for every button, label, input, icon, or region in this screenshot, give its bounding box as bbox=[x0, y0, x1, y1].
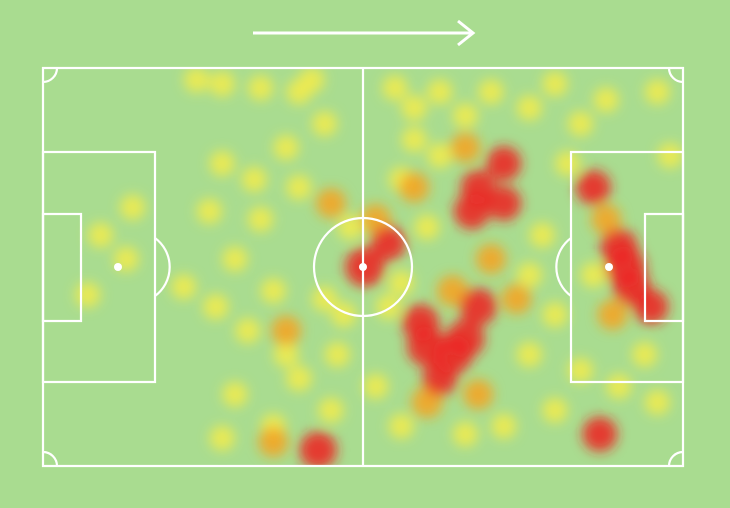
heat-spot bbox=[399, 172, 430, 203]
heat-spot bbox=[452, 421, 478, 447]
corner-arcs bbox=[42, 67, 684, 467]
heat-spot bbox=[75, 282, 101, 308]
heat-spot bbox=[478, 79, 504, 105]
heat-spot bbox=[382, 75, 408, 101]
heat-spot bbox=[298, 68, 325, 93]
heat-spot bbox=[241, 166, 267, 193]
heat-spot bbox=[491, 413, 517, 439]
heat-spot bbox=[542, 71, 568, 97]
heat-spot bbox=[501, 283, 532, 314]
left-penalty-spot bbox=[114, 263, 122, 271]
heat-spot bbox=[542, 397, 568, 423]
heat-spot bbox=[644, 79, 671, 105]
heat-spot bbox=[591, 204, 622, 235]
heat-spot bbox=[582, 416, 618, 452]
heat-spot bbox=[593, 87, 619, 113]
heat-spot bbox=[376, 294, 402, 320]
heat-spot bbox=[402, 304, 440, 342]
heat-spot bbox=[222, 381, 248, 407]
heat-spot bbox=[209, 150, 235, 177]
right-arc bbox=[555, 237, 572, 297]
heat-spot bbox=[286, 365, 312, 392]
heat-spot bbox=[184, 68, 210, 93]
heat-spot bbox=[427, 142, 453, 169]
heat-spot bbox=[516, 262, 543, 288]
heat-spot bbox=[414, 214, 440, 240]
heat-spot bbox=[460, 170, 496, 205]
heat-spot bbox=[568, 111, 594, 137]
heat-spot bbox=[437, 275, 469, 307]
heat-spot bbox=[463, 379, 494, 410]
heat-spot bbox=[632, 341, 658, 368]
direction-arrow bbox=[253, 19, 476, 47]
heat-spot bbox=[427, 79, 453, 105]
center-spot bbox=[359, 263, 367, 271]
heat-spot bbox=[401, 127, 427, 153]
left-arc bbox=[154, 237, 171, 297]
heat-spot bbox=[459, 288, 497, 326]
heat-spot bbox=[516, 341, 543, 368]
heat-spot bbox=[312, 111, 338, 137]
heat-spot bbox=[120, 194, 146, 220]
heat-spot bbox=[446, 319, 485, 358]
right-penalty-spot bbox=[605, 263, 613, 271]
heat-spot bbox=[273, 135, 299, 161]
heat-spot bbox=[273, 341, 299, 368]
heat-spot bbox=[422, 361, 458, 396]
pitch-lines bbox=[41, 66, 685, 468]
heat-spot bbox=[248, 75, 274, 101]
heat-spot bbox=[568, 357, 594, 384]
heat-layer bbox=[75, 68, 683, 466]
heat-spot bbox=[260, 278, 286, 304]
heat-spot bbox=[555, 150, 581, 177]
heat-spot bbox=[202, 293, 229, 320]
heat-spot bbox=[657, 142, 683, 169]
heat-spot bbox=[88, 222, 114, 248]
left-goal-area bbox=[41, 212, 83, 323]
heat-spot bbox=[171, 274, 197, 300]
heat-spot bbox=[248, 206, 274, 232]
heat-spot bbox=[318, 397, 344, 423]
heat-spot bbox=[644, 389, 671, 415]
heat-spot bbox=[371, 225, 406, 261]
arrow-head bbox=[457, 19, 476, 47]
heat-spot bbox=[529, 222, 555, 248]
heat-spot bbox=[209, 71, 236, 97]
heat-spot bbox=[450, 132, 481, 163]
heat-spot bbox=[486, 185, 522, 221]
heat-spot bbox=[388, 413, 414, 439]
heat-spot bbox=[363, 373, 389, 399]
heat-spot bbox=[576, 170, 611, 205]
heat-spot bbox=[258, 427, 289, 458]
heat-spot bbox=[580, 262, 607, 288]
heat-spot bbox=[286, 174, 312, 200]
heat-spot bbox=[299, 431, 337, 466]
heat-spot bbox=[516, 95, 543, 121]
heat-spot bbox=[401, 94, 428, 121]
heat-spot bbox=[271, 315, 302, 346]
heat-spot bbox=[324, 341, 350, 368]
heat-spot bbox=[633, 289, 669, 325]
heat-spot bbox=[316, 188, 346, 219]
heat-spot bbox=[597, 299, 628, 330]
heat-spot bbox=[235, 318, 261, 344]
heat-spot bbox=[476, 244, 506, 275]
heat-spot bbox=[222, 246, 248, 272]
right-goal-area bbox=[643, 212, 685, 323]
heat-spot bbox=[209, 425, 235, 451]
heat-spot bbox=[452, 103, 478, 129]
center-circle bbox=[312, 216, 414, 318]
heat-spot bbox=[606, 373, 632, 399]
heat-spot bbox=[542, 302, 568, 328]
heat-spot bbox=[600, 228, 638, 266]
heat-spot bbox=[196, 198, 222, 224]
heat-spot bbox=[486, 146, 522, 181]
